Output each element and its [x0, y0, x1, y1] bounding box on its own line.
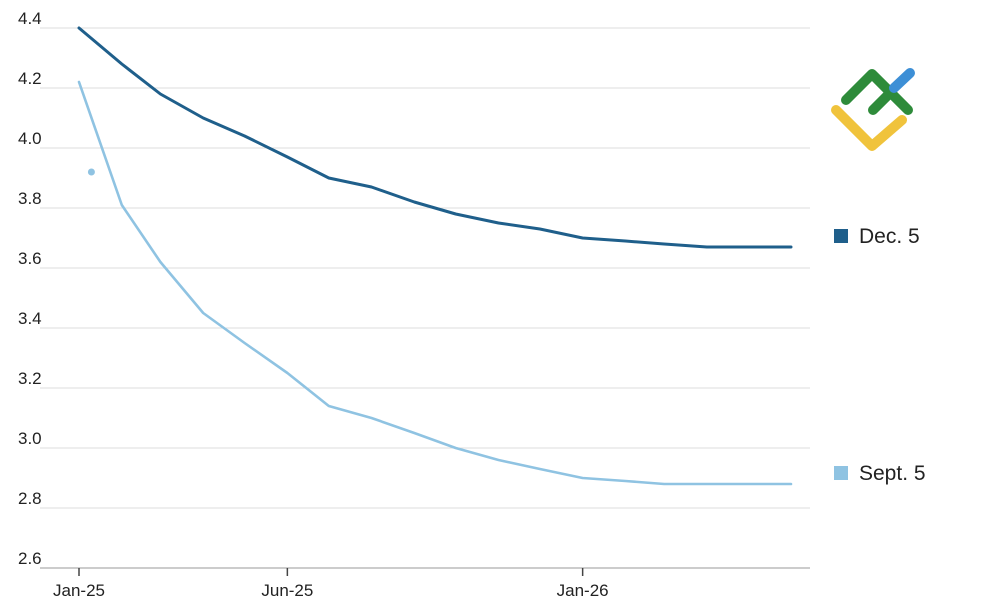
logo-green-inner-stroke [868, 88, 895, 115]
y-tick-label: 4.2 [18, 69, 42, 88]
brand-logo-icon [831, 68, 915, 151]
x-tick-label: Jan-25 [53, 581, 105, 600]
legend-label-0: Dec. 5 [859, 225, 920, 248]
y-tick-label: 4.0 [18, 129, 42, 148]
y-tick-label: 3.2 [18, 369, 42, 388]
legend-swatch-0 [834, 229, 848, 243]
grid-lines [40, 27, 810, 569]
series-line-0 [77, 26, 793, 249]
x-axis: Jan-25 Jun-25 Jan-26 [40, 567, 810, 600]
logo-green-stroke [841, 69, 913, 115]
y-tick-label: 3.0 [18, 429, 42, 448]
y-axis-ticks: 4.4 4.2 4.0 3.8 3.6 3.4 3.2 3.0 2.8 2.6 [18, 9, 42, 568]
y-tick-label: 3.6 [18, 249, 42, 268]
legend-swatch-1 [834, 466, 848, 480]
logo-blue-stroke [889, 68, 915, 93]
legend: Dec. 5 Sept. 5 [834, 225, 926, 485]
legend-label-1: Sept. 5 [859, 462, 926, 485]
y-tick-label: 3.4 [18, 309, 42, 328]
y-tick-label: 2.8 [18, 489, 42, 508]
x-tick-label: Jun-25 [261, 581, 313, 600]
series-line-1 [77, 80, 793, 486]
logo-yellow-stroke [831, 105, 907, 151]
x-tick-label: Jan-26 [557, 581, 609, 600]
y-tick-label: 2.6 [18, 549, 42, 568]
series-lines [77, 26, 793, 486]
annotations [87, 168, 95, 176]
y-tick-label: 4.4 [18, 9, 42, 28]
y-tick-label: 3.8 [18, 189, 42, 208]
point-marker [87, 168, 95, 176]
